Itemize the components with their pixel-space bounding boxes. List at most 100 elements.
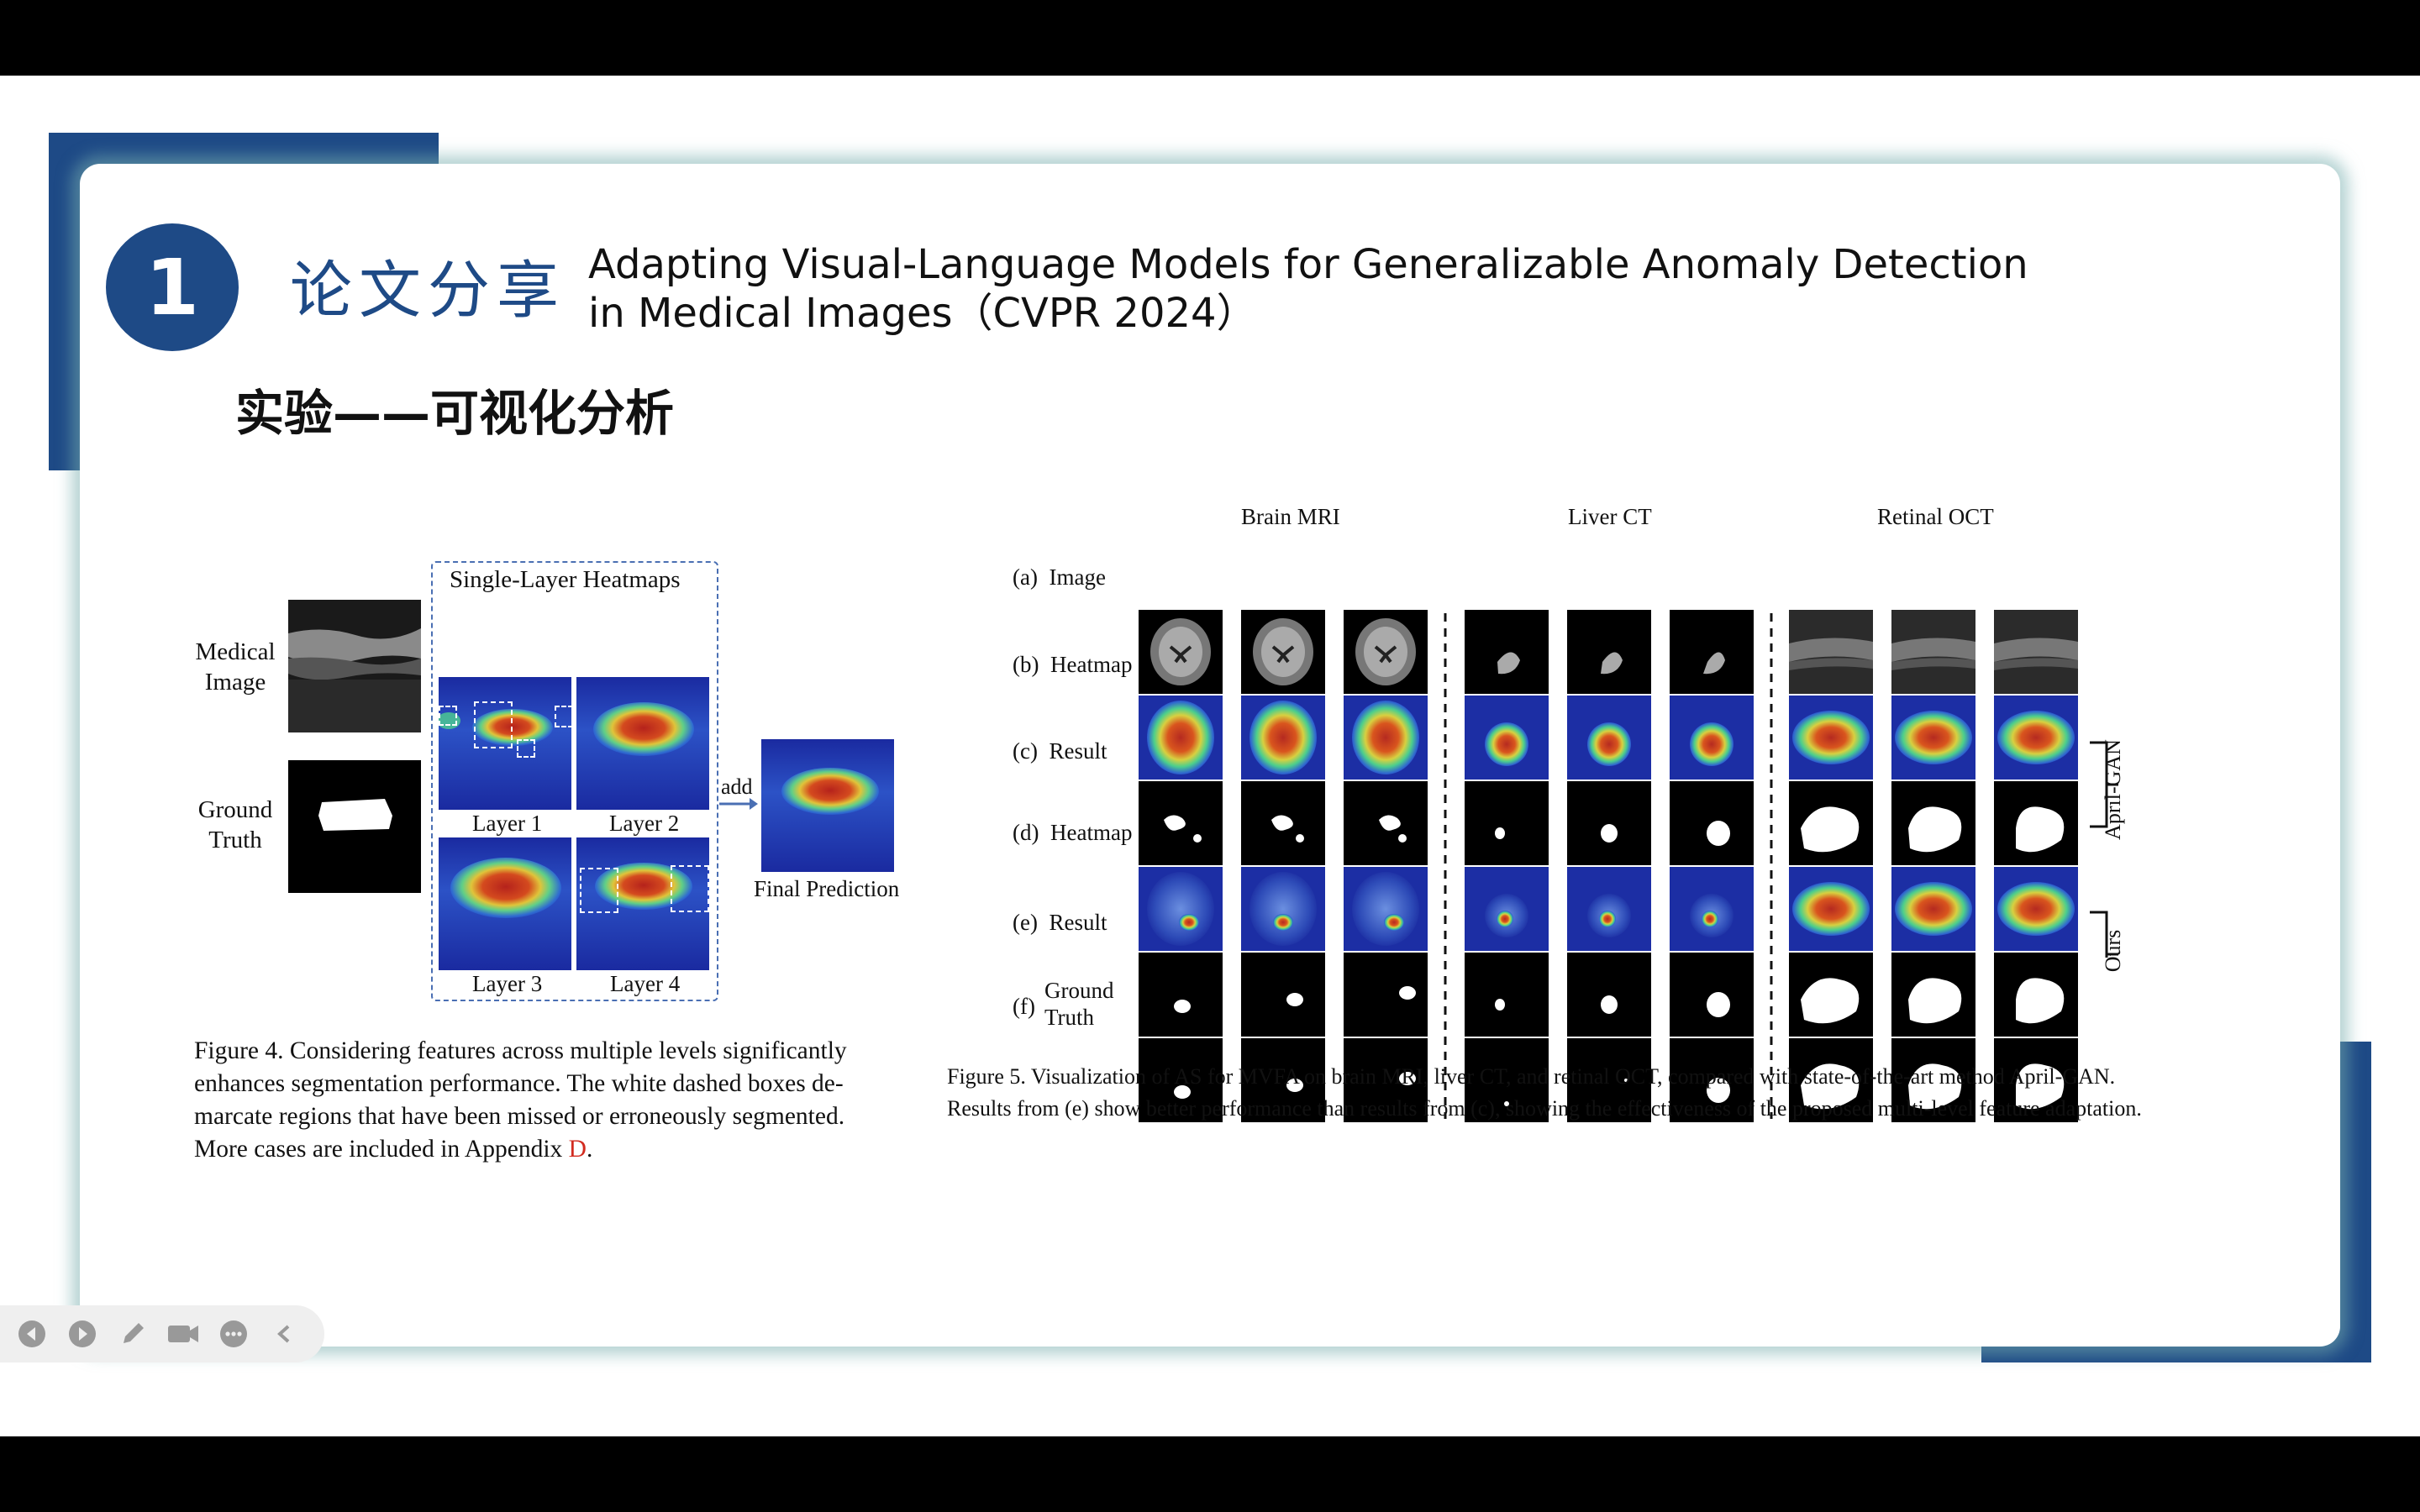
cell-r2-c6 [1670,696,1754,780]
cell-r3-c7 [1789,781,1873,865]
row-e-text: Result [1049,910,1107,935]
cell-r2-c1 [1139,696,1223,780]
cell-r6-c6 [1670,1038,1754,1122]
cell-r4-c6 [1670,867,1754,951]
next-icon [69,1320,96,1347]
cell-r2-c4 [1465,696,1549,780]
more-button[interactable] [217,1317,250,1351]
layer-1-heatmap [439,677,571,810]
section-number: 1 [106,223,239,351]
cell-r3-c4 [1465,781,1549,865]
layer-1-dashed-box-1 [474,701,513,748]
figure-4-caption-last: More cases are included in Appendix [194,1136,569,1163]
row-f-label-ground: Ground [1044,978,1114,1003]
april-gan-bracket-label: April-GAN [2101,739,2125,840]
row-label-medical: Medical [195,638,276,665]
ground-truth-image [288,760,421,893]
row-d-label: (d) Heatmap [1013,820,1132,846]
add-label: add [721,774,753,799]
layer-4-dashed-box-1 [580,868,618,913]
cell-r6-c4 [1465,1038,1549,1122]
next-slide-button[interactable] [66,1317,99,1351]
cell-r6-c3 [1344,1038,1428,1122]
row-e-letter: (e) [1013,910,1038,935]
cell-r6-c1 [1139,1038,1223,1122]
final-prediction-label: Final Prediction [754,876,900,901]
prev-slide-button[interactable] [15,1317,49,1351]
group-label-liver-ct: Liver CT [1568,504,1652,529]
ours-bracket-label: Ours [2101,929,2125,973]
final-prediction-heatmap [761,739,894,872]
figure-4-caption-line-4: More cases are included in Appendix D. [194,1133,847,1166]
cell-r5-c1 [1139,953,1223,1037]
cell-r4-c4 [1465,867,1549,951]
collapse-toolbar-button[interactable] [267,1317,301,1351]
cell-r2-c8 [1891,696,1975,780]
cell-r6-c2 [1241,1038,1325,1122]
cell-r1-c7 [1789,610,1873,694]
heatmaps-frame [431,561,718,1001]
cell-r4-c5 [1567,867,1651,951]
cell-r5-c2 [1241,953,1325,1037]
cell-r5-c6 [1670,953,1754,1037]
figure-4-caption-line-3: marcate regions that have been missed or… [194,1103,845,1130]
cell-r3-c5 [1567,781,1651,865]
figure-5-caption-line-1: Figure 5. Visualization of AS for MVFA o… [947,1064,2116,1089]
row-label-ground: Ground [197,796,273,823]
row-a-text: Image [1049,564,1106,590]
cell-r3-c3 [1344,781,1428,865]
heatmaps-frame-title: Single-Layer Heatmaps [450,566,681,593]
paper-title-line-2: in Medical Images（CVPR 2024） [588,290,1257,337]
cell-r3-c8 [1891,781,1975,865]
cell-r3-c6 [1670,781,1754,865]
layer-3-label: Layer 3 [472,971,543,996]
row-d-text: Heatmap [1050,820,1133,845]
appendix-link[interactable]: D [568,1136,587,1163]
cell-r3-c9 [1994,781,2078,865]
figure-5-caption-line-2: Results from (e) show better performance… [947,1096,2142,1121]
cell-r2-c7 [1789,696,1873,780]
camera-icon [168,1326,198,1342]
cell-r1-c8 [1891,610,1975,694]
cell-r4-c9 [1994,867,2078,951]
cell-r4-c3 [1344,867,1428,951]
add-arrow-icon [719,798,758,810]
cell-r1-c3 [1344,610,1428,694]
row-a-label: (a) Image [1013,564,1106,591]
row-a-letter: (a) [1013,564,1038,590]
cell-r4-c1 [1139,867,1223,951]
cell-r5-c3 [1344,953,1428,1037]
pen-button[interactable] [116,1317,150,1351]
cell-r1-c1 [1139,610,1223,694]
method-brackets [2090,741,2118,958]
figure-5-grid [1139,610,2078,1122]
figure-4-caption: Figure 4. Considering features across mu… [194,1035,847,1166]
cell-r6-c5 [1567,1038,1651,1122]
row-label-image: Image [204,669,266,696]
group-label-brain-mri: Brain MRI [1241,504,1340,529]
row-b-text: Heatmap [1050,652,1133,677]
group-label-retinal-oct: Retinal OCT [1877,504,1994,529]
presentation-toolbar [0,1305,324,1362]
layer-4-dashed-box-2 [671,865,709,912]
cell-r2-c5 [1567,696,1651,780]
layer-1-dashed-box-2 [439,706,457,726]
cell-r4-c7 [1789,867,1873,951]
figure-5-caption: Figure 5. Visualization of AS for MVFA o… [947,1061,2142,1125]
section-title: 论文分享 [290,255,566,327]
row-f-label-truth: Truth [1044,1005,1095,1030]
cell-r3-c1 [1139,781,1223,865]
camera-button[interactable] [166,1317,200,1351]
layer-3-heatmap [439,837,571,970]
row-label-truth: Truth [208,827,262,853]
paper-title: Adapting Visual-Language Models for Gene… [588,240,2028,338]
collapse-icon [277,1325,290,1343]
layer-1-dashed-box-3 [517,739,535,758]
cell-r3-c2 [1241,781,1325,865]
slide-subtitle: 实验——可视化分析 [235,385,675,442]
cell-r1-c4 [1465,610,1549,694]
cell-r5-c7 [1789,953,1873,1037]
layer-1-dashed-box-4 [555,706,573,727]
row-c-letter: (c) [1013,738,1038,764]
cell-r1-c5 [1567,610,1651,694]
